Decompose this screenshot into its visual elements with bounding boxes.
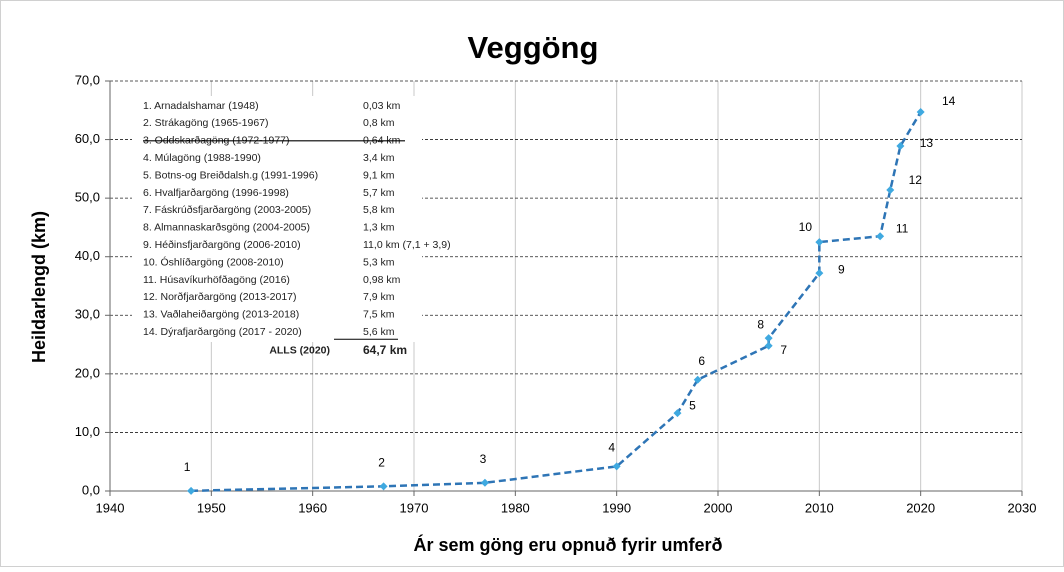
point-label: 13	[920, 136, 934, 150]
point-label: 3	[480, 452, 487, 466]
data-point	[379, 482, 388, 491]
table-name: 5. Botns-og Breiðdalsh.g (1991-1996)	[143, 169, 318, 181]
point-label: 2	[378, 455, 385, 469]
x-tick-label: 1950	[197, 500, 226, 515]
y-tick-label: 0,0	[82, 482, 100, 497]
x-tick-label: 1940	[96, 500, 125, 515]
y-tick-label: 20,0	[75, 365, 100, 380]
table-name: 9. Héðinsfjarðargöng (2006-2010)	[143, 239, 301, 251]
x-tick-label: 1970	[400, 500, 429, 515]
x-tick-label: 1980	[501, 500, 530, 515]
table-length: 0,98 km	[363, 274, 401, 286]
y-tick-label: 10,0	[75, 424, 100, 439]
data-point	[815, 269, 824, 278]
point-label: 1	[184, 460, 191, 474]
data-point	[815, 238, 824, 247]
data-point	[886, 185, 895, 194]
table-name: 1. Arnadalshamar (1948)	[143, 100, 259, 112]
point-label: 9	[838, 262, 845, 276]
total-label: ALLS (2020)	[269, 344, 330, 356]
y-tick-label: 60,0	[75, 131, 100, 146]
table-name: 7. Fáskrúðsfjarðargöng (2003-2005)	[143, 204, 311, 216]
table-length: 1,3 km	[363, 222, 395, 234]
data-point	[187, 486, 196, 495]
x-tick-label: 2010	[805, 500, 834, 515]
total-value: 64,7 km	[363, 343, 407, 357]
point-label: 6	[698, 354, 705, 368]
data-point	[612, 462, 621, 471]
x-tick-label: 1990	[602, 500, 631, 515]
point-label: 11	[896, 221, 909, 235]
data-point	[876, 232, 885, 241]
table-length: 5,8 km	[363, 204, 395, 216]
data-point	[896, 142, 905, 151]
point-label: 10	[799, 220, 813, 234]
point-label: 8	[757, 317, 764, 331]
data-point	[480, 478, 489, 487]
table-name: 2. Strákagöng (1965-1967)	[143, 117, 269, 129]
x-tick-label: 2000	[704, 500, 733, 515]
table-background	[132, 96, 422, 342]
y-tick-label: 40,0	[75, 248, 100, 263]
table-name: 11. Húsavíkurhöfðagöng (2016)	[143, 274, 290, 286]
table-length: 5,7 km	[363, 187, 395, 199]
x-axis-label: Ár sem göng eru opnuð fyrir umferð	[413, 534, 722, 555]
table-name: 10. Óshlíðargöng (2008-2010)	[143, 255, 284, 268]
table-length: 5,3 km	[363, 256, 395, 268]
table-name: 8. Almannaskarðsgöng (2004-2005)	[143, 222, 310, 234]
x-tick-label: 2030	[1008, 500, 1037, 515]
data-point	[916, 108, 925, 117]
table-length: 7,5 km	[363, 309, 395, 321]
chart-title: Veggöng	[468, 30, 599, 65]
x-tick-label: 2020	[906, 500, 935, 515]
table-name: 14. Dýrafjarðargöng (2017 - 2020)	[143, 326, 302, 338]
y-tick-label: 50,0	[75, 190, 100, 205]
table-name: 12. Norðfjarðargöng (2013-2017)	[143, 291, 297, 303]
table-name: 6. Hvalfjarðargöng (1996-1998)	[143, 187, 289, 199]
data-point	[764, 334, 773, 343]
data-point	[764, 341, 773, 350]
data-point	[693, 375, 702, 384]
point-label: 7	[780, 343, 787, 357]
point-label: 5	[689, 398, 696, 412]
table-length: 7,9 km	[363, 291, 395, 303]
table-length: 0,03 km	[363, 100, 401, 112]
table-length: 11,0 km (7,1 + 3,9)	[363, 239, 451, 251]
table-length: 5,6 km	[363, 326, 395, 338]
data-point	[673, 409, 682, 418]
y-axis-label: Heildarlengd (km)	[29, 211, 49, 363]
y-tick-label: 70,0	[75, 72, 100, 87]
y-tick-label: 30,0	[75, 307, 100, 322]
table-name: 13. Vaðlaheiðargöng (2013-2018)	[143, 309, 299, 321]
table-name: 4. Múlagöng (1988-1990)	[143, 152, 261, 164]
point-label: 14	[942, 94, 956, 108]
point-label: 4	[608, 441, 615, 455]
table-length: 9,1 km	[363, 169, 395, 181]
point-label: 12	[909, 173, 923, 187]
table-length: 0,8 km	[363, 117, 395, 129]
x-tick-label: 1960	[298, 500, 327, 515]
table-length: 3,4 km	[363, 152, 395, 164]
